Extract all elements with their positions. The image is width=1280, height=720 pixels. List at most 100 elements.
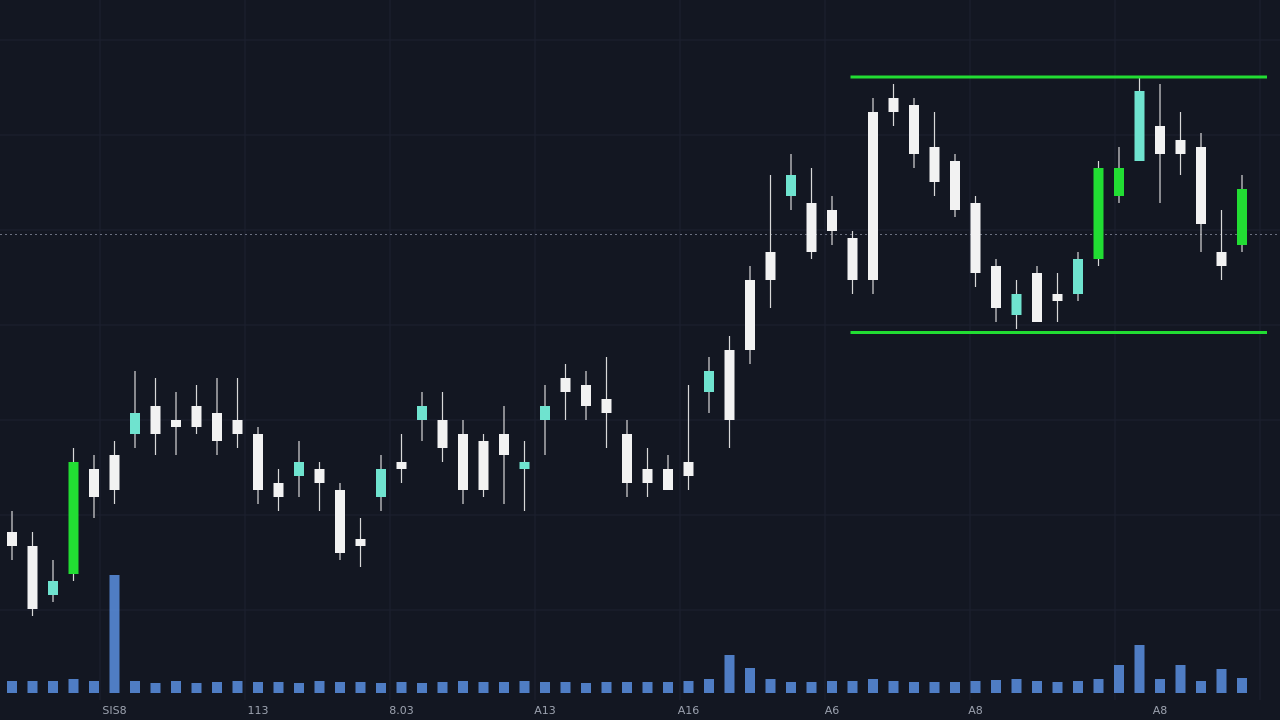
candle-body bbox=[827, 210, 837, 231]
candle-body bbox=[1134, 91, 1145, 161]
volume-bar bbox=[130, 681, 140, 693]
candle-body bbox=[1114, 168, 1124, 196]
x-tick-label: A8 bbox=[968, 704, 983, 717]
candle-body bbox=[1052, 294, 1063, 301]
volume-bar bbox=[622, 682, 632, 693]
candle-body bbox=[683, 462, 694, 476]
volume-bar bbox=[1052, 682, 1063, 693]
candle-body bbox=[663, 469, 673, 490]
x-tick-label: A16 bbox=[678, 704, 700, 717]
candle-body bbox=[232, 420, 243, 434]
candle-body bbox=[27, 546, 38, 609]
x-tick-label: A6 bbox=[825, 704, 840, 717]
x-tick-label: SIS8 bbox=[102, 704, 126, 717]
volume-bar bbox=[273, 682, 284, 693]
candle-body bbox=[1155, 126, 1165, 154]
candle-body bbox=[745, 280, 755, 350]
candle-body bbox=[1093, 168, 1104, 259]
x-tick-label: A13 bbox=[534, 704, 556, 717]
candle-body bbox=[765, 252, 776, 280]
volume-bar bbox=[68, 679, 79, 693]
candle-body bbox=[478, 441, 489, 490]
candle-body bbox=[888, 98, 899, 112]
volume-bar bbox=[376, 683, 386, 693]
volume-bar bbox=[253, 682, 263, 693]
candle-body bbox=[48, 581, 58, 595]
candle-body bbox=[909, 105, 919, 154]
volume-bar bbox=[909, 682, 919, 693]
volume-bar bbox=[601, 682, 612, 693]
candle-body bbox=[1237, 189, 1247, 245]
candle-body bbox=[294, 462, 304, 476]
candle-body bbox=[847, 238, 858, 280]
candle-body bbox=[950, 161, 960, 210]
candle-body bbox=[991, 266, 1001, 308]
candle-body bbox=[1073, 259, 1083, 294]
volume-bar bbox=[48, 681, 58, 693]
volume-bar bbox=[191, 683, 202, 693]
volume-bar bbox=[396, 682, 407, 693]
candle-body bbox=[130, 413, 140, 434]
volume-bar bbox=[540, 682, 550, 693]
x-tick-label: 8.03 bbox=[389, 704, 414, 717]
volume-bar bbox=[950, 682, 960, 693]
volume-bar bbox=[232, 681, 243, 693]
candle-body bbox=[1011, 294, 1022, 315]
volume-bar bbox=[1011, 679, 1022, 693]
candle-body bbox=[458, 434, 468, 490]
volume-bar bbox=[109, 575, 120, 693]
candle-body bbox=[191, 406, 202, 427]
candle-body bbox=[704, 371, 714, 392]
volume-bar bbox=[294, 683, 304, 693]
volume-bar bbox=[868, 679, 878, 693]
volume-bar bbox=[7, 681, 17, 693]
volume-bar bbox=[458, 681, 468, 693]
candle-body bbox=[601, 399, 612, 413]
volume-bar bbox=[1073, 681, 1083, 693]
volume-bar bbox=[1093, 679, 1104, 693]
volume-bar bbox=[847, 681, 858, 693]
volume-bar bbox=[417, 683, 427, 693]
volume-bar bbox=[765, 679, 776, 693]
candle-body bbox=[581, 385, 591, 406]
volume-bar bbox=[888, 681, 899, 693]
candle-body bbox=[540, 406, 550, 420]
volume-bar bbox=[1175, 665, 1186, 693]
volume-bar bbox=[478, 682, 489, 693]
volume-bar bbox=[499, 682, 509, 693]
candle-body bbox=[519, 462, 530, 469]
volume-bar bbox=[314, 681, 325, 693]
candle-body bbox=[622, 434, 632, 483]
volume-bar bbox=[929, 682, 940, 693]
candle-body bbox=[314, 469, 325, 483]
volume-bar bbox=[27, 681, 38, 693]
candle-body bbox=[150, 406, 161, 434]
candle-body bbox=[212, 413, 222, 441]
x-tick-label: 113 bbox=[248, 704, 269, 717]
volume-bar bbox=[335, 682, 345, 693]
volume-bar bbox=[1032, 681, 1042, 693]
volume-bar bbox=[663, 682, 673, 693]
volume-bar bbox=[786, 682, 796, 693]
volume-bar bbox=[991, 680, 1001, 693]
candle-body bbox=[806, 203, 817, 252]
volume-bar bbox=[560, 682, 571, 693]
candle-body bbox=[355, 539, 366, 546]
volume-bar bbox=[1237, 678, 1247, 693]
x-tick-label: A8 bbox=[1153, 704, 1168, 717]
volume-bar bbox=[1114, 665, 1124, 693]
candle-body bbox=[1216, 252, 1227, 266]
volume-bar bbox=[745, 668, 755, 693]
candle-body bbox=[1175, 140, 1186, 154]
candle-body bbox=[868, 112, 878, 280]
candle-body bbox=[724, 350, 735, 420]
candle-body bbox=[786, 175, 796, 196]
volume-bar bbox=[724, 655, 735, 693]
candle-body bbox=[437, 420, 448, 448]
candle-body bbox=[171, 420, 181, 427]
volume-bar bbox=[970, 681, 981, 693]
candle-body bbox=[929, 147, 940, 182]
volume-bar bbox=[1155, 679, 1165, 693]
candle-body bbox=[335, 490, 345, 553]
